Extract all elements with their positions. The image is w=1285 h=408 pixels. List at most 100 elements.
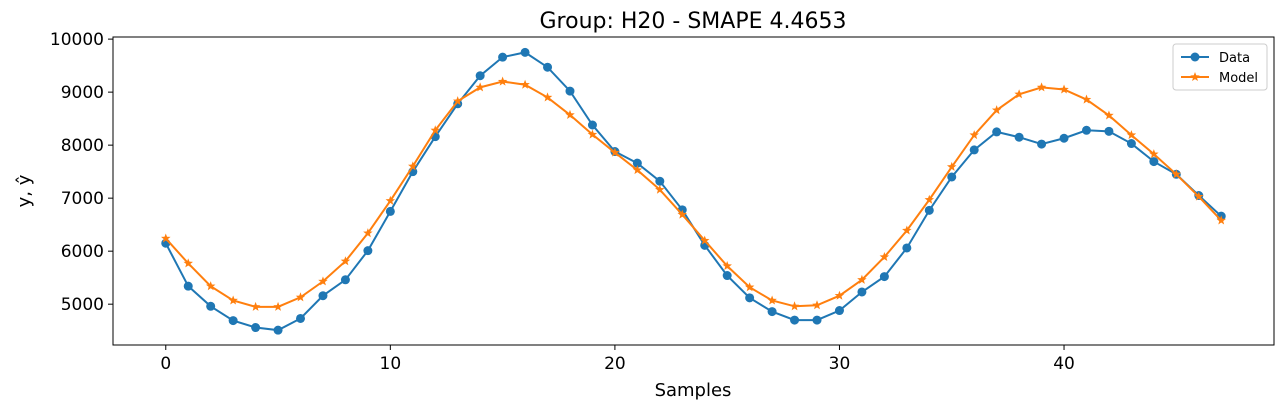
data-point xyxy=(879,252,890,262)
data-point xyxy=(946,161,957,171)
y-tick-label: 10000 xyxy=(50,30,104,50)
data-point xyxy=(1149,149,1159,159)
data-point xyxy=(363,228,373,238)
legend-entry-data: Data xyxy=(1181,51,1250,66)
data-point xyxy=(902,243,912,253)
y-tick-label: 9000 xyxy=(61,83,104,103)
x-axis-label: Samples xyxy=(655,380,732,401)
y-axis-ticks: 5000 6000 7000 8000 9000 10000 xyxy=(50,30,113,315)
data-point xyxy=(385,195,396,205)
data-point xyxy=(744,282,755,292)
data-point xyxy=(789,301,800,311)
data-point xyxy=(1126,139,1136,149)
y-tick-label: 7000 xyxy=(61,189,104,209)
x-tick-label: 10 xyxy=(380,354,402,374)
data-point xyxy=(767,307,777,317)
data-point xyxy=(318,291,328,301)
data-point xyxy=(655,176,665,186)
data-point xyxy=(251,323,261,333)
data-point xyxy=(520,47,530,57)
legend-entry-model: Model xyxy=(1181,71,1258,86)
data-point xyxy=(295,292,306,302)
series-layer xyxy=(161,47,1226,335)
data-point xyxy=(273,301,283,311)
data-point xyxy=(385,206,395,216)
y-tick-label: 6000 xyxy=(61,242,104,262)
data-point xyxy=(520,79,530,89)
data-point xyxy=(812,315,822,325)
data-point xyxy=(879,272,889,282)
data-point xyxy=(947,172,957,182)
data-point xyxy=(565,86,575,96)
data-point xyxy=(857,287,867,297)
data-point xyxy=(745,293,755,303)
data-point xyxy=(991,105,1002,115)
legend-marker xyxy=(1190,72,1200,82)
data-point xyxy=(340,256,351,266)
x-tick-label: 40 xyxy=(1053,354,1075,374)
data-point xyxy=(1059,133,1069,143)
y-tick-label: 8000 xyxy=(61,136,104,156)
x-tick-label: 30 xyxy=(829,354,851,374)
data-point xyxy=(655,184,665,194)
data-point xyxy=(969,130,979,140)
data-point xyxy=(498,52,508,62)
legend: Data Model xyxy=(1172,43,1268,91)
data-point xyxy=(699,235,710,245)
data-point xyxy=(543,62,553,72)
y-tick-label: 5000 xyxy=(61,295,104,315)
chart-title: Group: H20 - SMAPE 4.4653 xyxy=(540,9,847,34)
data-point xyxy=(924,205,934,215)
data-point xyxy=(340,275,350,285)
data-point xyxy=(475,71,485,81)
data-point xyxy=(183,258,193,268)
x-axis-ticks: 0 10 20 30 40 xyxy=(160,345,1075,374)
data-point xyxy=(205,281,216,291)
legend-label: Model xyxy=(1219,71,1258,86)
data-point xyxy=(1104,126,1114,136)
data-point xyxy=(969,145,979,155)
x-tick-label: 20 xyxy=(604,354,626,374)
data-point xyxy=(924,194,935,204)
data-point xyxy=(206,301,216,311)
data-point xyxy=(1014,132,1024,142)
data-point xyxy=(812,300,822,310)
data-point xyxy=(1216,215,1226,225)
data-point xyxy=(1037,139,1047,149)
data-point xyxy=(834,290,845,300)
data-point xyxy=(587,120,597,130)
data-point xyxy=(632,158,642,168)
data-point xyxy=(767,295,777,305)
data-point xyxy=(1036,82,1047,92)
data-point xyxy=(1126,130,1137,140)
y-axis-label: y, ŷ xyxy=(14,174,35,207)
data-point xyxy=(1149,157,1159,167)
data-point xyxy=(1171,169,1182,179)
data-point xyxy=(408,161,418,171)
data-point xyxy=(992,127,1002,137)
series-model xyxy=(161,76,1226,311)
series-line-data xyxy=(164,51,1222,332)
data-point xyxy=(565,109,575,119)
data-point xyxy=(1014,89,1024,99)
data-point xyxy=(430,125,441,135)
data-point xyxy=(475,82,485,92)
data-point xyxy=(632,165,643,175)
data-point xyxy=(1059,84,1069,94)
data-point xyxy=(250,301,261,311)
data-point xyxy=(1081,94,1092,104)
data-point xyxy=(497,76,508,86)
data-point xyxy=(161,233,171,243)
data-point xyxy=(902,225,912,235)
legend-label: Data xyxy=(1219,51,1250,66)
data-point xyxy=(722,271,732,281)
data-point xyxy=(610,147,620,157)
data-point xyxy=(363,246,373,256)
data-point xyxy=(183,281,193,291)
x-tick-label: 0 xyxy=(160,354,171,374)
data-point xyxy=(273,325,283,335)
data-point xyxy=(857,274,867,284)
data-point xyxy=(228,316,238,326)
data-point xyxy=(587,129,598,139)
